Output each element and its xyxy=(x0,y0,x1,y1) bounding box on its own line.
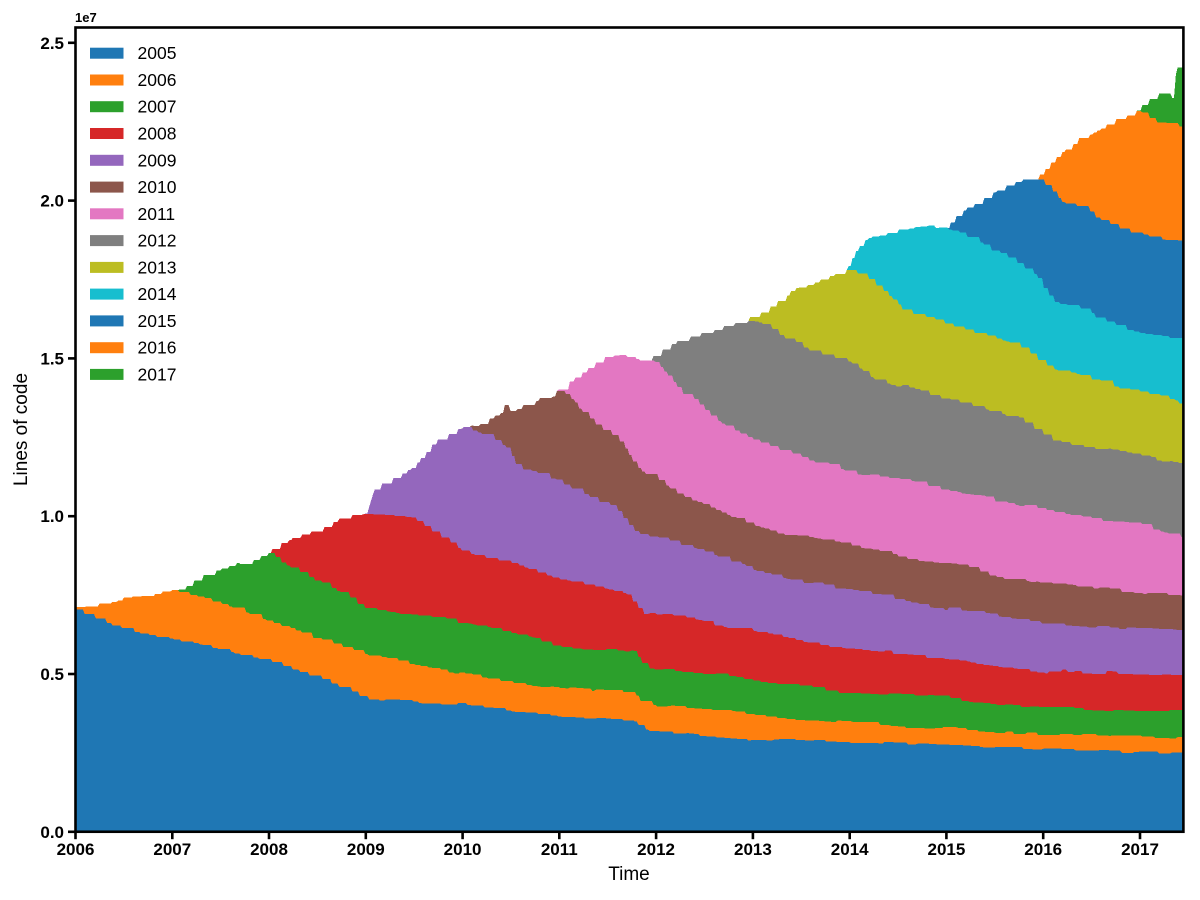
svg-text:2006: 2006 xyxy=(57,840,95,859)
svg-text:2015: 2015 xyxy=(927,840,965,859)
svg-text:2005: 2005 xyxy=(138,43,177,63)
svg-text:2014: 2014 xyxy=(138,284,177,304)
svg-text:2014: 2014 xyxy=(831,840,869,859)
svg-text:2011: 2011 xyxy=(138,204,176,224)
svg-text:2010: 2010 xyxy=(444,840,482,859)
svg-text:2010: 2010 xyxy=(138,177,177,197)
svg-text:2016: 2016 xyxy=(1024,840,1062,859)
svg-text:Lines of code: Lines of code xyxy=(11,373,32,486)
svg-text:2015: 2015 xyxy=(138,311,177,331)
svg-text:Time: Time xyxy=(608,864,650,885)
svg-text:2013: 2013 xyxy=(734,840,772,859)
svg-text:2012: 2012 xyxy=(138,231,177,251)
svg-text:2007: 2007 xyxy=(138,97,177,117)
svg-text:2017: 2017 xyxy=(138,364,177,384)
svg-text:2009: 2009 xyxy=(347,840,385,859)
svg-text:1e7: 1e7 xyxy=(75,10,97,25)
svg-text:2008: 2008 xyxy=(138,124,177,144)
svg-text:2006: 2006 xyxy=(138,70,177,90)
svg-text:2017: 2017 xyxy=(1121,840,1159,859)
svg-text:0.5: 0.5 xyxy=(40,665,64,684)
svg-text:2009: 2009 xyxy=(138,150,177,170)
svg-text:2016: 2016 xyxy=(138,338,177,358)
svg-text:2008: 2008 xyxy=(250,840,288,859)
svg-text:2011: 2011 xyxy=(541,840,578,859)
svg-text:0.0: 0.0 xyxy=(40,823,64,842)
svg-text:2.0: 2.0 xyxy=(40,192,64,211)
svg-text:2.5: 2.5 xyxy=(40,34,64,53)
svg-text:1.0: 1.0 xyxy=(40,507,64,526)
svg-text:2012: 2012 xyxy=(637,840,675,859)
svg-text:2013: 2013 xyxy=(138,257,177,277)
svg-text:1.5: 1.5 xyxy=(40,349,64,368)
svg-text:2007: 2007 xyxy=(153,840,191,859)
